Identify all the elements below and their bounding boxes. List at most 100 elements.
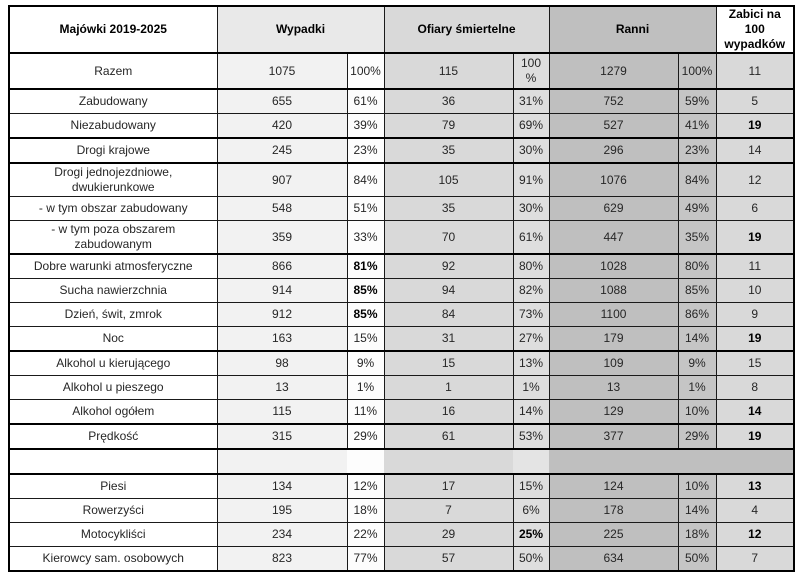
- cell-ofiary_n: 92: [383, 253, 514, 279]
- cell-wypadki_pct: 39%: [346, 113, 385, 139]
- cell-ofiary_n: 115: [383, 52, 514, 90]
- table-row: - w tym obszar zabudowany 548 51% 35 30% 629 4…: [8, 196, 795, 221]
- row-label: Alkohol u pieszego: [8, 375, 218, 400]
- table-row: Zabudowany 655 61% 36 31% 752 59% 5: [8, 88, 795, 114]
- cell-zabici_na_100: 12: [715, 522, 795, 547]
- cell-ofiary_n: 57: [383, 546, 514, 572]
- cell-ofiary_n: 105: [383, 162, 514, 197]
- cell-ofiary_n: 7: [383, 498, 514, 523]
- cell-wypadki_pct: 18%: [346, 498, 385, 523]
- table-row: Dobre warunki atmosferyczne 866 81% 92 80% 10…: [8, 253, 795, 279]
- table-row: Prędkość 315 29% 61 53% 377 29% 19: [8, 423, 795, 450]
- cell-wypadki_pct: [347, 448, 384, 475]
- cell-wypadki_n: 866: [216, 253, 348, 279]
- row-label: Dzień, świt, zmrok: [8, 302, 218, 327]
- cell-ranni_n: 1088: [548, 278, 679, 303]
- cell-zabici_na_100: 11: [715, 52, 795, 90]
- cell-wypadki_pct: 29%: [346, 423, 385, 450]
- row-label: Noc: [8, 326, 218, 352]
- table-row: Motocykliści 234 22% 29 25% 225 18% 12: [8, 522, 795, 547]
- cell-wypadki_n: 115: [216, 399, 348, 425]
- cell-ranni_n: 527: [548, 113, 679, 139]
- cell-zabici_na_100: 15: [715, 350, 795, 376]
- cell-wypadki_n: 13: [216, 375, 348, 400]
- cell-ranni_pct: 86%: [677, 302, 717, 327]
- row-label: Zabudowany: [8, 88, 218, 114]
- header-zabici-na-100: Zabici na 100 wypadków: [715, 5, 795, 54]
- cell-ofiary_n: 84: [383, 302, 514, 327]
- table-body: Razem 1075 100% 115 100 % 1279 100% 11 Zabudowan…: [8, 52, 795, 572]
- cell-ofiary_pct: [513, 448, 550, 475]
- cell-wypadki_pct: 22%: [346, 522, 385, 547]
- cell-ranni_pct: 23%: [677, 137, 717, 164]
- cell-ofiary_n: 29: [383, 522, 514, 547]
- cell-wypadki_n: 548: [216, 196, 348, 221]
- spacer-row: [9, 448, 795, 475]
- cell-ofiary_n: 15: [383, 350, 514, 376]
- table-row: Dzień, świt, zmrok 912 85% 84 73% 1100 86% 9: [8, 302, 795, 327]
- cell-wypadki_n: [217, 448, 347, 475]
- cell-wypadki_n: 315: [216, 423, 348, 450]
- cell-ofiary_n: 1: [383, 375, 514, 400]
- cell-wypadki_n: 914: [216, 278, 348, 303]
- cell-ofiary_pct: 30%: [512, 137, 550, 164]
- cell-ofiary_pct: 15%: [512, 473, 550, 499]
- cell-wypadki_pct: 33%: [346, 220, 385, 255]
- row-label: - w tym obszar zabudowany: [8, 196, 218, 221]
- row-label: Kierowcy sam. osobowych: [8, 546, 218, 572]
- cell-zabici_na_100: 5: [715, 88, 795, 114]
- header-ranni: Ranni: [548, 5, 717, 54]
- cell-ranni_n: 13: [548, 375, 679, 400]
- cell-ranni_n: 752: [548, 88, 679, 114]
- row-label: Sucha nawierzchnia: [8, 278, 218, 303]
- table-row: Rowerzyści 195 18% 7 6% 178 14% 4: [8, 498, 795, 523]
- cell-zabici_na_100: 19: [715, 113, 795, 139]
- cell-wypadki_n: 655: [216, 88, 348, 114]
- cell-ofiary_pct: 61%: [512, 220, 550, 255]
- cell-ranni_n: 629: [548, 196, 679, 221]
- table-row: Alkohol u pieszego 13 1% 1 1% 13 1% 8: [8, 375, 795, 400]
- row-label: Niezabudowany: [8, 113, 218, 139]
- cell-ranni_pct: 10%: [677, 473, 717, 499]
- cell-ranni_n: 129: [548, 399, 679, 425]
- table-row: Piesi 134 12% 17 15% 124 10% 13: [8, 473, 795, 499]
- cell-wypadki_n: 163: [216, 326, 348, 352]
- row-label: - w tym poza obszarem zabudowanym: [8, 220, 218, 255]
- cell-ofiary_n: 94: [383, 278, 514, 303]
- cell-ranni_n: 225: [548, 522, 679, 547]
- cell-wypadki_pct: 23%: [346, 137, 385, 164]
- cell-zabici_na_100: 13: [715, 473, 795, 499]
- cell-wypadki_pct: 85%: [346, 302, 385, 327]
- cell-zabici_na_100: 14: [715, 399, 795, 425]
- cell-zabici_na_100: 7: [715, 546, 795, 572]
- cell-ranni_pct: 59%: [677, 88, 717, 114]
- table-row: Sucha nawierzchnia 914 85% 94 82% 1088 85% 10: [8, 278, 795, 303]
- cell-ranni_n: 634: [548, 546, 679, 572]
- cell-ofiary_n: 70: [383, 220, 514, 255]
- table-row: Drogi krajowe 245 23% 35 30% 296 23% 14: [8, 137, 795, 164]
- cell-ranni_n: 109: [548, 350, 679, 376]
- cell-wypadki_n: 359: [216, 220, 348, 255]
- row-label: Prędkość: [8, 423, 218, 450]
- cell-ofiary_pct: 14%: [512, 399, 550, 425]
- cell-ofiary_pct: 27%: [512, 326, 550, 352]
- cell-ranni_n: 1028: [548, 253, 679, 279]
- cell-zabici_na_100: 6: [715, 196, 795, 221]
- row-label: Dobre warunki atmosferyczne: [8, 253, 218, 279]
- cell-ofiary_n: 35: [383, 137, 514, 164]
- cell-zabici_na_100: 19: [715, 423, 795, 450]
- cell-wypadki_n: 245: [216, 137, 348, 164]
- cell-ofiary_pct: 1%: [512, 375, 550, 400]
- cell-ranni_pct: 9%: [677, 350, 717, 376]
- cell-zabici_na_100: 12: [715, 162, 795, 197]
- cell-zabici_na_100: 10: [715, 278, 795, 303]
- cell-ranni_pct: 80%: [677, 253, 717, 279]
- table-row: Alkohol ogółem 115 11% 16 14% 129 10% 14: [8, 399, 795, 425]
- cell-ranni_n: 1100: [548, 302, 679, 327]
- cell-wypadki_pct: 1%: [346, 375, 385, 400]
- table-row: Alkohol u kierującego 98 9% 15 13% 109 9% 15: [8, 350, 795, 376]
- cell-ranni_n: 179: [548, 326, 679, 352]
- cell-zabici_na_100: 14: [715, 137, 795, 164]
- row-label: Drogi jednojezdniowe, dwukierunkowe: [8, 162, 218, 197]
- row-label: Alkohol ogółem: [8, 399, 218, 425]
